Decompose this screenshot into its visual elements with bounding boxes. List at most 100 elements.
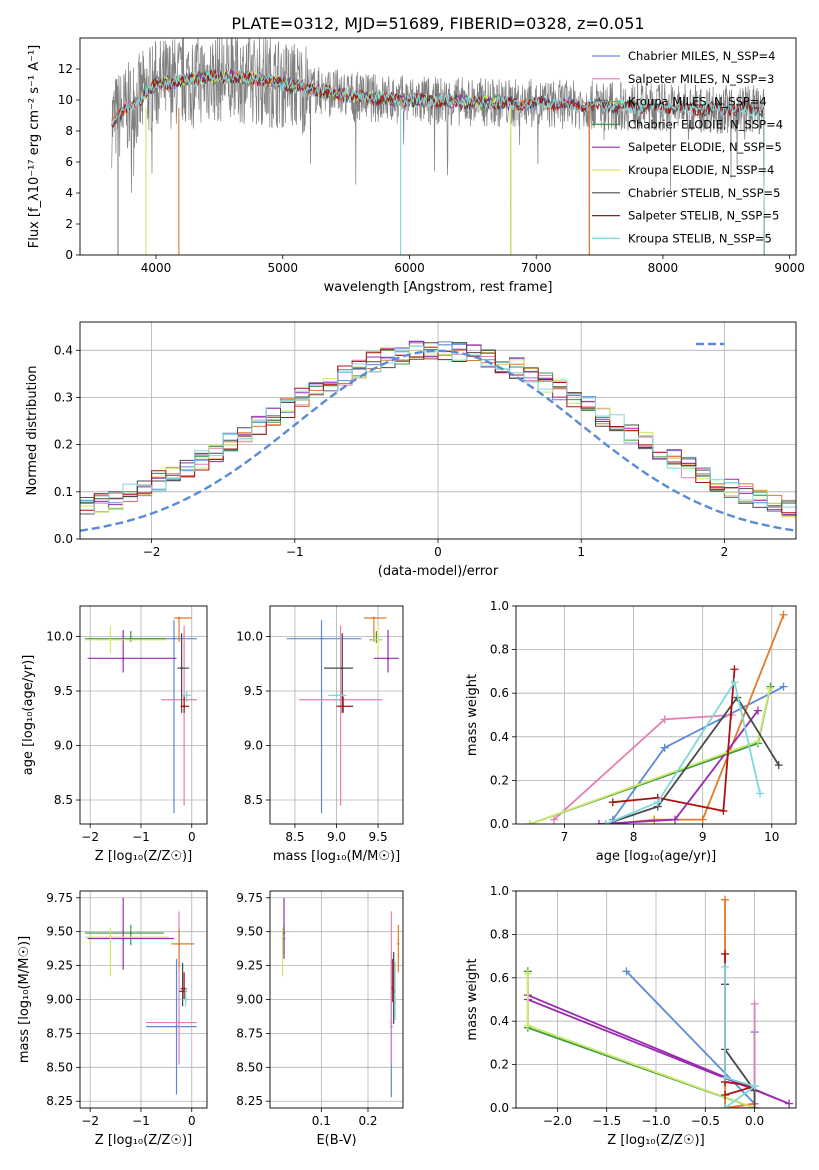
axes-frame xyxy=(269,605,404,825)
y-tick-label: 9.5 xyxy=(54,684,73,698)
y-tick-label: 0.3 xyxy=(54,390,73,404)
data-point xyxy=(184,998,187,1001)
x-tick-label: −2 xyxy=(81,830,99,844)
y-tick-label: 4 xyxy=(65,186,73,200)
x-tick-label: 0.2 xyxy=(358,1114,377,1128)
weight-vs-metallicity-panel: −2.0 −1.5 −1.0 −0.5 0.0 0.0 0.2 0.4 0.6 0.8 1.0 Z [… xyxy=(465,884,797,1148)
data-point xyxy=(172,637,176,640)
y-tick-label: 8.25 xyxy=(236,1094,263,1108)
y-tick-label: 0.6 xyxy=(490,686,509,700)
x-tick-label: −1.0 xyxy=(641,1114,670,1128)
weight-marker xyxy=(671,815,680,824)
y-tick-label: 0.4 xyxy=(490,1014,509,1028)
weight-vs-age-panel: 7 8 9 10 0.0 0.2 0.4 0.6 0.8 1.0 age [log₁₀(age/yr… xyxy=(465,599,797,864)
y-tick-label: 8.5 xyxy=(244,793,263,807)
weight-marker xyxy=(550,815,559,824)
y-tick-label: 10 xyxy=(58,93,73,107)
data-point xyxy=(390,1021,393,1024)
y-tick-label: 10.0 xyxy=(236,630,263,644)
model-spectrum-line xyxy=(111,70,765,255)
data-point xyxy=(177,616,181,620)
x-tick-label: 9 xyxy=(699,830,707,844)
y-tick-label: 9.00 xyxy=(236,993,263,1007)
x-axis-label: Z [log₁₀(Z/Z☉)] xyxy=(95,849,192,864)
data-point xyxy=(372,616,376,620)
y-tick-label: 0.6 xyxy=(490,971,509,985)
data-point xyxy=(341,666,344,670)
mass-vs-extinction-panel: 0.1 0.2 8.25 8.50 8.75 9.00 9.25 9.50 9.75 E(B-V) xyxy=(236,890,404,1148)
axes-frame xyxy=(79,321,797,540)
y-tick-label: 6 xyxy=(65,155,73,169)
weight-marker xyxy=(779,682,788,691)
weight-marker xyxy=(523,1021,532,1030)
observed-spectrum-line xyxy=(111,38,765,194)
legend-label: Salpeter STELIB, N_SSP=5 xyxy=(628,209,779,223)
x-tick-label: 6000 xyxy=(394,261,425,275)
weight-marker xyxy=(719,806,728,815)
y-axis-label: Normed distribution xyxy=(25,366,40,496)
y-tick-label: 9.50 xyxy=(236,925,263,939)
x-tick-label: 0.0 xyxy=(745,1114,764,1128)
x-axis-label: E(B-V) xyxy=(316,1133,356,1148)
weight-line xyxy=(612,614,785,824)
weight-marker xyxy=(601,820,610,824)
age-vs-mass-panel: 8.5 9.0 9.5 8.5 9.0 9.5 10.0 mass [log₁₀(M/M☉)] xyxy=(236,605,404,864)
residual-histogram xyxy=(80,346,796,514)
x-tick-label: −1.5 xyxy=(592,1114,621,1128)
x-tick-label: 9000 xyxy=(774,261,805,275)
plot-area xyxy=(85,897,197,1095)
legend-label: Chabrier MILES, N_SSP=4 xyxy=(628,49,775,63)
y-tick-label: 9.5 xyxy=(244,684,263,698)
weight-marker xyxy=(594,820,603,824)
legend-label: Chabrier STELIB, N_SSP=5 xyxy=(628,186,780,200)
weight-marker xyxy=(660,743,669,752)
weight-marker xyxy=(785,1099,794,1108)
legend-label: Kroupa ELODIE, N_SSP=4 xyxy=(628,163,774,177)
x-tick-label: 8 xyxy=(630,830,638,844)
x-tick-label: −1 xyxy=(132,830,150,844)
data-point xyxy=(320,637,323,640)
x-tick-label: −2.0 xyxy=(543,1114,572,1128)
x-tick-label: 4000 xyxy=(141,261,172,275)
y-tick-label: 0.1 xyxy=(54,485,73,499)
weight-marker xyxy=(750,999,759,1008)
normal-reference-curve xyxy=(80,349,796,532)
weight-marker xyxy=(721,1073,730,1082)
spectrum-panel: 4000 5000 6000 7000 8000 9000 0 2 4 6 8 10 12 wavelen… xyxy=(27,37,805,295)
data-point xyxy=(376,638,380,641)
weight-marker xyxy=(721,895,730,904)
weight-marker xyxy=(730,678,739,687)
data-point xyxy=(181,990,184,993)
plot-area xyxy=(525,610,788,824)
x-axis-label: Z [log₁₀(Z/Z☉)] xyxy=(607,1133,704,1148)
axes-frame xyxy=(269,890,404,1109)
x-tick-label: 5000 xyxy=(267,261,298,275)
weight-line xyxy=(605,680,761,824)
x-axis-label: wavelength [Angstrom, rest frame] xyxy=(324,280,553,295)
x-tick-label: 0 xyxy=(434,545,442,559)
x-tick-label: 7000 xyxy=(521,261,552,275)
axes-frame xyxy=(515,605,797,825)
legend-label: Salpeter ELODIE, N_SSP=5 xyxy=(628,140,782,154)
x-tick-label: 10 xyxy=(764,830,779,844)
x-tick-label: −2 xyxy=(143,545,161,559)
weight-marker xyxy=(698,815,707,824)
weight-marker xyxy=(753,706,762,715)
data-point xyxy=(185,694,188,697)
y-tick-label: 1.0 xyxy=(490,599,509,613)
data-point xyxy=(339,698,342,701)
weight-marker xyxy=(774,761,783,770)
data-point xyxy=(182,705,186,708)
y-tick-label: 8 xyxy=(65,124,73,138)
weight-line xyxy=(724,953,755,1096)
x-tick-label: −2 xyxy=(81,1114,99,1128)
weight-line xyxy=(526,971,755,1108)
residual-histogram xyxy=(80,344,796,515)
weight-line xyxy=(553,714,732,821)
weight-marker xyxy=(653,798,662,807)
y-tick-label: 0.0 xyxy=(490,817,509,831)
axes-frame xyxy=(515,890,797,1109)
y-axis-label: age [log₁₀(age/yr)] xyxy=(21,655,36,776)
x-tick-label: −1 xyxy=(286,545,304,559)
weight-marker xyxy=(525,820,534,824)
